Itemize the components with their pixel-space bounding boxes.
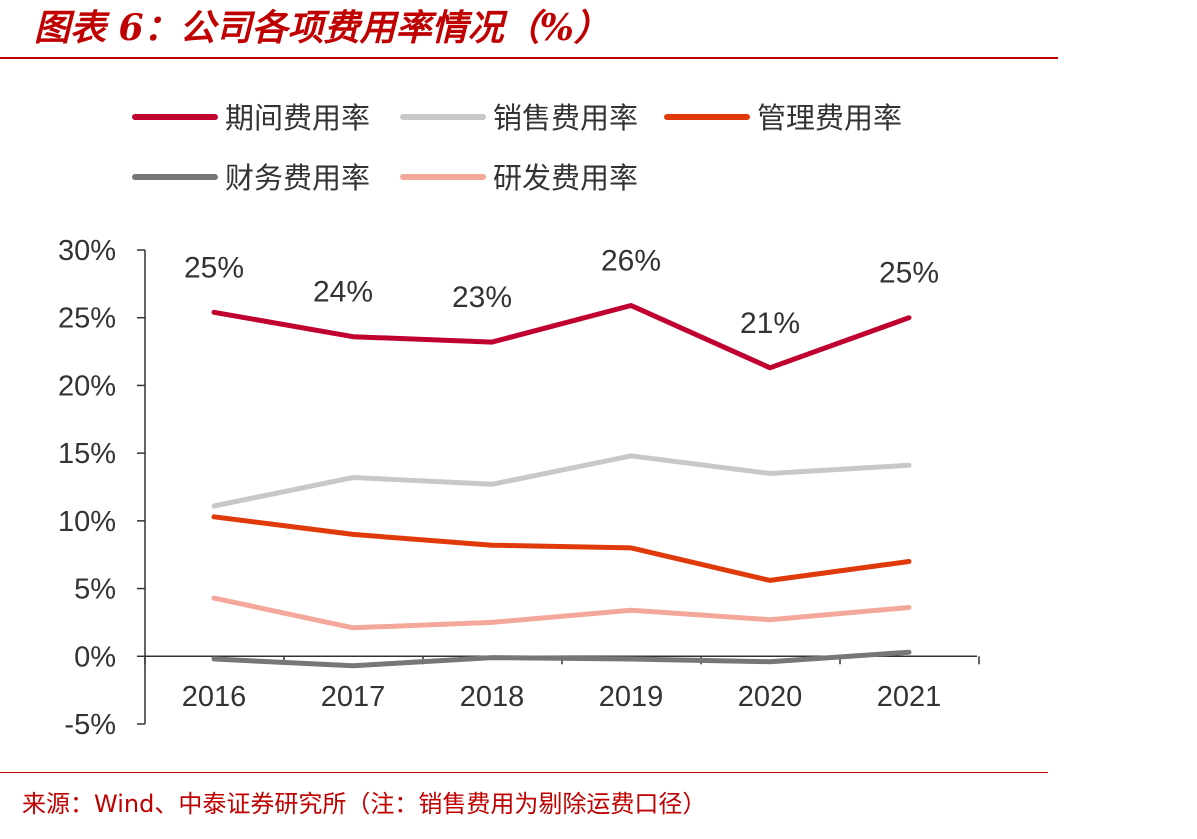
- data-label: 23%: [452, 281, 512, 314]
- series-line-5: [211, 595, 912, 631]
- chart-title: 图表 6：公司各项费用率情况（%）: [34, 7, 610, 49]
- legend-label: 期间费用率: [225, 101, 370, 135]
- y-tick-label: 25%: [58, 303, 116, 335]
- y-tick-label: 20%: [58, 370, 116, 402]
- y-tick-label: 0%: [74, 641, 116, 673]
- series-line-2: [211, 453, 912, 509]
- x-tick-label: 2017: [321, 681, 386, 713]
- source-note: 来源：Wind、中泰证券研究所（注：销售费用为剔除运费口径）: [22, 790, 707, 818]
- title-divider: [0, 57, 1058, 59]
- x-tick-label: 2021: [877, 681, 942, 713]
- series-line-1: [211, 303, 912, 371]
- y-tick-label: 5%: [74, 574, 116, 606]
- y-tick-label: -5%: [64, 709, 116, 741]
- series-lines: [211, 303, 912, 669]
- y-tick-label: 15%: [58, 438, 116, 470]
- series-line-4: [211, 649, 912, 669]
- legend-label: 管理费用率: [757, 101, 902, 135]
- data-labels: 25% 24% 23% 26% 21% 25%: [184, 245, 939, 340]
- y-tick-label: 10%: [58, 506, 116, 538]
- x-tick-label: 2019: [599, 681, 664, 713]
- data-label: 26%: [601, 245, 661, 278]
- legend-label: 销售费用率: [493, 101, 638, 135]
- x-tick-label: 2018: [460, 681, 525, 713]
- legend-label: 财务费用率: [225, 161, 370, 195]
- legend-label: 研发费用率: [493, 161, 638, 195]
- y-tick-label: 30%: [58, 235, 116, 267]
- axes: 30% 25% 20% 15% 10% 5% 0% -5% 2016 2017 2018 2019 20…: [58, 235, 980, 741]
- source-divider: [0, 772, 1048, 773]
- data-label: 25%: [184, 251, 244, 284]
- series-line-3: [211, 514, 912, 583]
- data-label: 25%: [879, 257, 939, 290]
- x-tick-label: 2016: [182, 681, 247, 713]
- data-label: 21%: [740, 307, 800, 340]
- x-tick-label: 2020: [738, 681, 803, 713]
- data-label: 24%: [313, 276, 373, 309]
